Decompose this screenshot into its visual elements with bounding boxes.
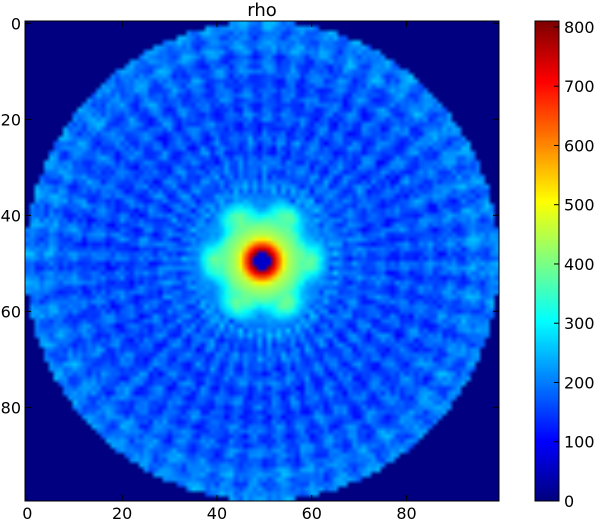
y-tick-label: 40 xyxy=(1,206,21,225)
colorbar-tick-label: 700 xyxy=(564,77,595,96)
y-tick-label: 0 xyxy=(11,14,21,33)
plot-frame xyxy=(24,20,500,502)
heatmap-image xyxy=(25,21,499,501)
colorbar-tick-label: 200 xyxy=(564,373,595,392)
colorbar-tick-label: 800 xyxy=(564,18,595,37)
x-tick-label: 0 xyxy=(22,504,32,519)
colorbar-frame xyxy=(534,20,560,502)
colorbar-tick-label: 400 xyxy=(564,255,595,274)
colorbar-ticks: 0 100 200 300 400 500 600 700 800 xyxy=(554,18,595,511)
colorbar-tick-label: 300 xyxy=(564,314,595,333)
heatmap-area xyxy=(24,20,500,502)
y-tick-label: 60 xyxy=(1,302,21,321)
colorbar-gradient xyxy=(535,21,559,501)
x-tick-label: 80 xyxy=(396,504,416,519)
x-tick-label: 40 xyxy=(207,504,227,519)
y-tick-label: 20 xyxy=(1,110,21,129)
colorbar: 0 100 200 300 400 500 600 700 800 xyxy=(534,18,595,511)
x-tick-label: 20 xyxy=(112,504,132,519)
x-axis-ticks: 0 20 40 60 80 xyxy=(22,21,417,519)
y-tick-label: 80 xyxy=(1,398,21,417)
colorbar-tick-label: 500 xyxy=(564,196,595,215)
x-tick-label: 60 xyxy=(302,504,322,519)
chart-title: rho xyxy=(247,0,277,21)
colorbar-tick-label: 100 xyxy=(564,433,595,452)
y-axis-ticks: 0 20 40 60 80 xyxy=(1,14,499,417)
colorbar-tick-label: 600 xyxy=(564,136,595,155)
colorbar-tick-label: 0 xyxy=(564,492,574,511)
